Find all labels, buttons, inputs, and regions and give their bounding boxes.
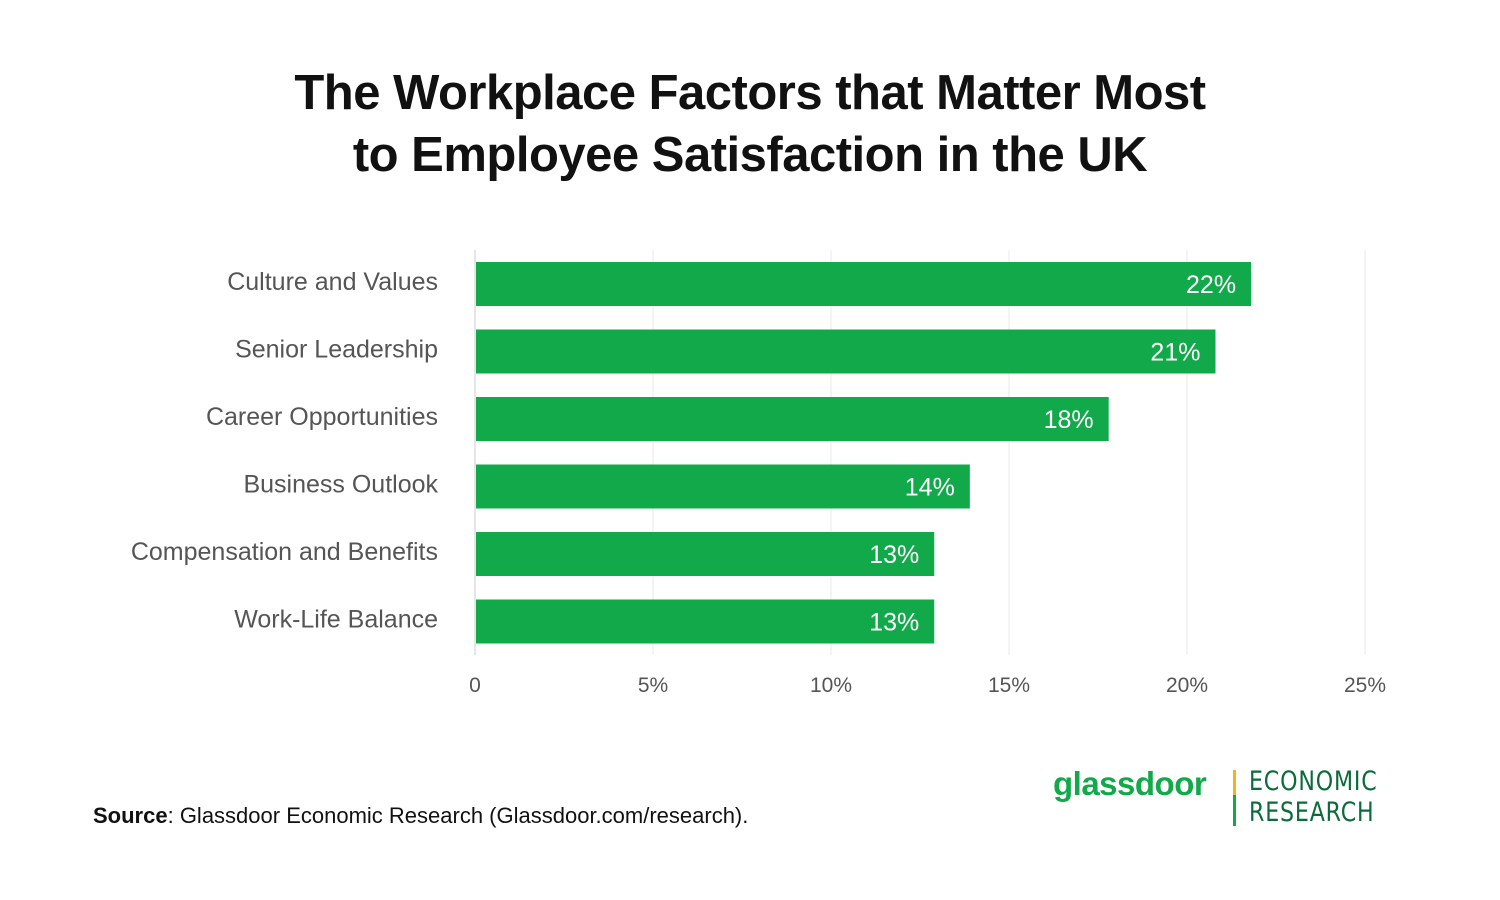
gridlines	[652, 250, 1366, 655]
category-label-1: Senior Leadership	[235, 336, 438, 364]
category-label-4: Compensation and Benefits	[131, 538, 438, 566]
data-label-0: 22%	[1186, 271, 1236, 299]
logo-line-research: RESEARCH	[1249, 797, 1375, 828]
bar-3	[476, 464, 970, 509]
x-tick-label-25: 25%	[1344, 674, 1386, 697]
source-text: : Glassdoor Economic Research (Glassdoor…	[167, 803, 749, 828]
logo-divider	[1233, 770, 1236, 826]
economic-research-wordmark: ECONOMIC RESEARCH	[1249, 766, 1378, 828]
category-label-5: Work-Life Balance	[234, 606, 438, 634]
chart-title-line-2: to Employee Satisfaction in the UK	[352, 128, 1148, 182]
x-tick-labels: 0 5% 10% 15% 20% 25%	[469, 674, 1386, 697]
x-tick-label-5: 5%	[638, 674, 668, 697]
glassdoor-wordmark: glassdoor	[1053, 765, 1207, 802]
source-label: Source	[93, 803, 168, 828]
data-label-2: 18%	[1044, 406, 1094, 434]
bar-4	[476, 532, 935, 576]
bar-1	[476, 329, 1216, 374]
data-label-3: 14%	[905, 474, 955, 502]
source-note: Source: Glassdoor Economic Research (Gla…	[93, 803, 748, 829]
data-label-5: 13%	[869, 609, 919, 637]
data-label-1: 21%	[1150, 339, 1200, 367]
glassdoor-economic-research-logo: glassdoor ECONOMIC RESEARCH	[1053, 762, 1393, 832]
category-label-3: Business Outlook	[243, 471, 438, 499]
category-label-2: Career Opportunities	[206, 403, 438, 431]
x-tick-label-20: 20%	[1166, 674, 1208, 697]
chart-title: The Workplace Factors that Matter Most t…	[0, 62, 1500, 186]
category-label-0: Culture and Values	[227, 268, 438, 296]
x-tick-label-0: 0	[469, 674, 481, 697]
bar-0	[476, 262, 1252, 306]
x-tick-label-10: 10%	[810, 674, 852, 697]
chart-title-line-1: The Workplace Factors that Matter Most	[294, 66, 1206, 120]
bar-5	[476, 599, 935, 644]
x-tick-label-15: 15%	[988, 674, 1030, 697]
bar-2	[476, 397, 1109, 441]
logo-line-economic: ECONOMIC	[1249, 766, 1378, 797]
data-label-4: 13%	[869, 541, 919, 569]
category-labels: Culture and Values Senior Leadership Caree…	[131, 268, 439, 634]
bars: 22% 21% 18% 14% 13% 13%	[476, 262, 1252, 644]
